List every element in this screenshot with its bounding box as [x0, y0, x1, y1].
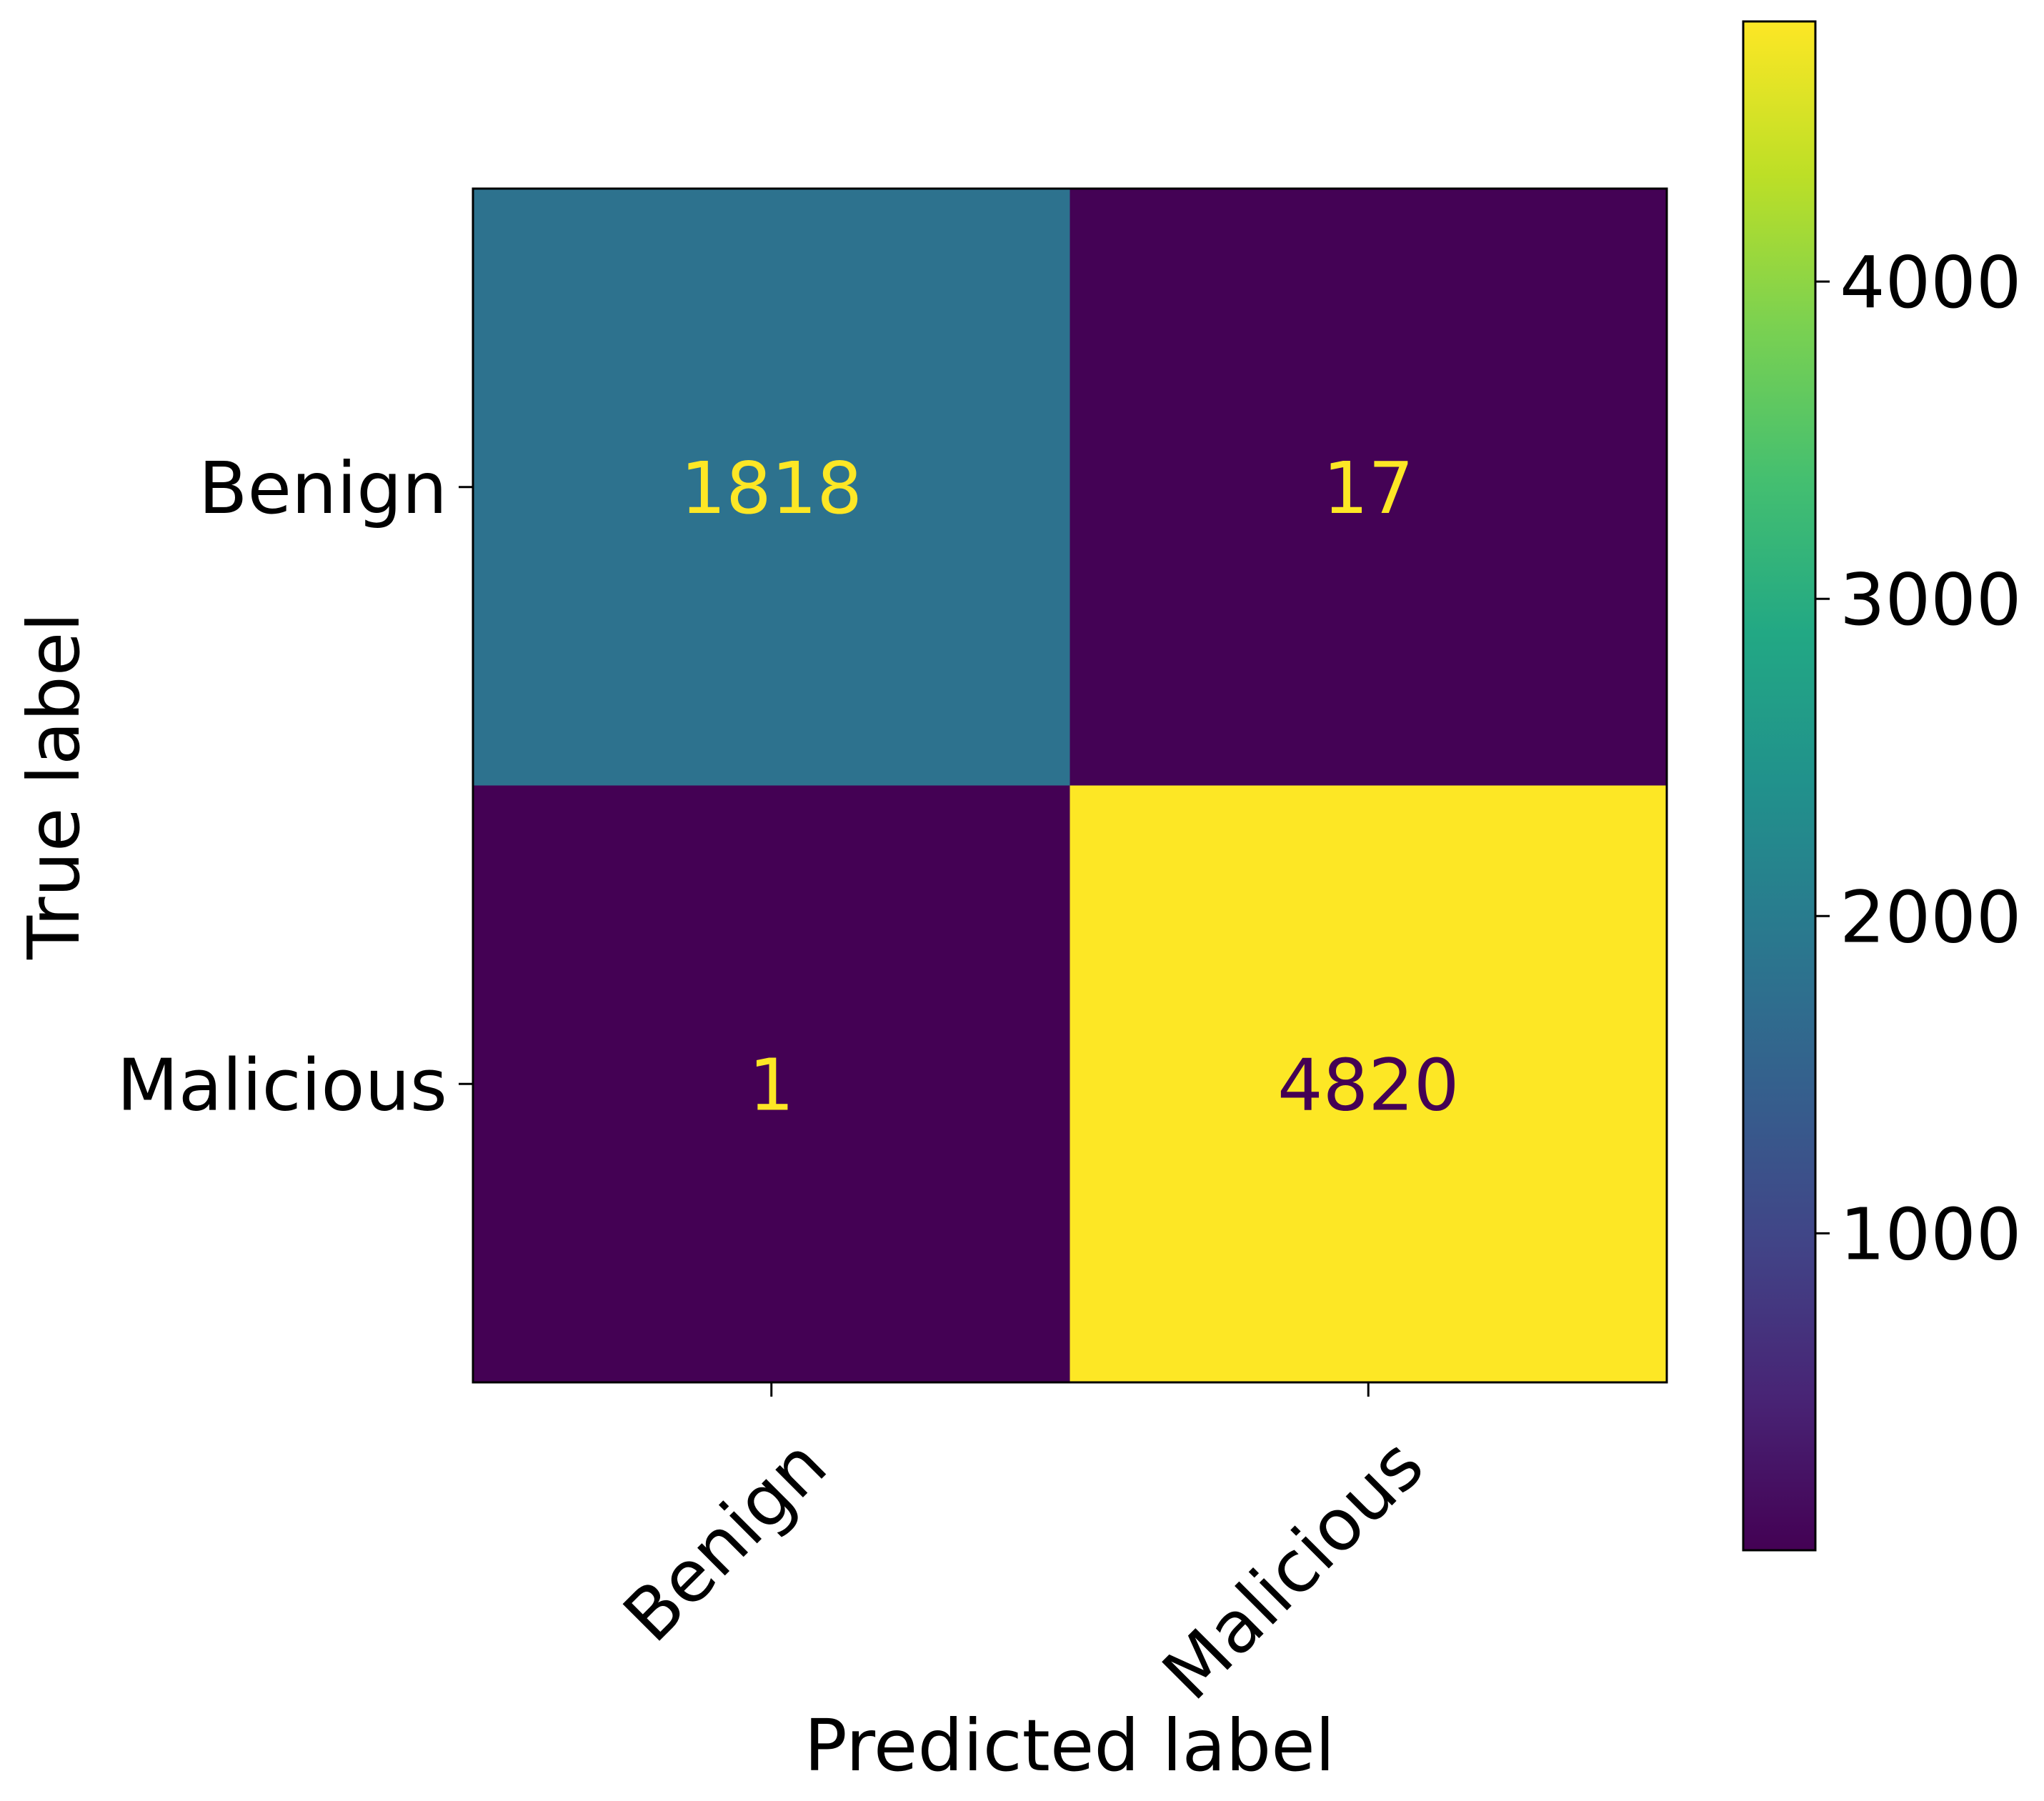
cell-value-label: 1: [749, 1043, 794, 1127]
colorbar-tick-label: 4000: [1840, 241, 2022, 324]
heatmap-cell: [473, 785, 1070, 1382]
y-axis-ticks: Benign Malicious: [116, 446, 473, 1127]
colorbar-tick-label: 2000: [1840, 875, 2022, 959]
y-tick-label: Benign: [199, 446, 447, 530]
colorbar: 1000 2000 3000 4000: [1742, 20, 2022, 1552]
y-tick-label: Malicious: [116, 1043, 447, 1127]
heatmap-cell: [1070, 785, 1667, 1382]
x-tick-label: Benign: [607, 1423, 842, 1658]
cell-value-labels: 1818 17 1 4820: [681, 446, 1460, 1127]
heatmap-cell: [473, 189, 1070, 786]
colorbar-gradient: [1743, 21, 1815, 1550]
heatmap-cell: [1070, 189, 1667, 786]
x-tick-label: Malicious: [1147, 1423, 1440, 1716]
colorbar-ticks: 1000 2000 3000 4000: [1815, 241, 2022, 1276]
cell-value-label: 4820: [1277, 1043, 1460, 1127]
y-axis-label: True label: [12, 612, 96, 960]
plot-frame: [472, 187, 1668, 1384]
cell-value-label: 1818: [681, 446, 863, 530]
heatmap-cells: [473, 189, 1667, 1382]
cell-value-label: 17: [1323, 446, 1414, 530]
colorbar-frame: [1742, 20, 1817, 1552]
colorbar-tick-label: 1000: [1840, 1192, 2022, 1276]
x-axis-label: Predicted label: [804, 1704, 1335, 1787]
colorbar-tick-label: 3000: [1840, 558, 2022, 642]
x-axis-ticks: Benign Malicious: [607, 1382, 1440, 1716]
